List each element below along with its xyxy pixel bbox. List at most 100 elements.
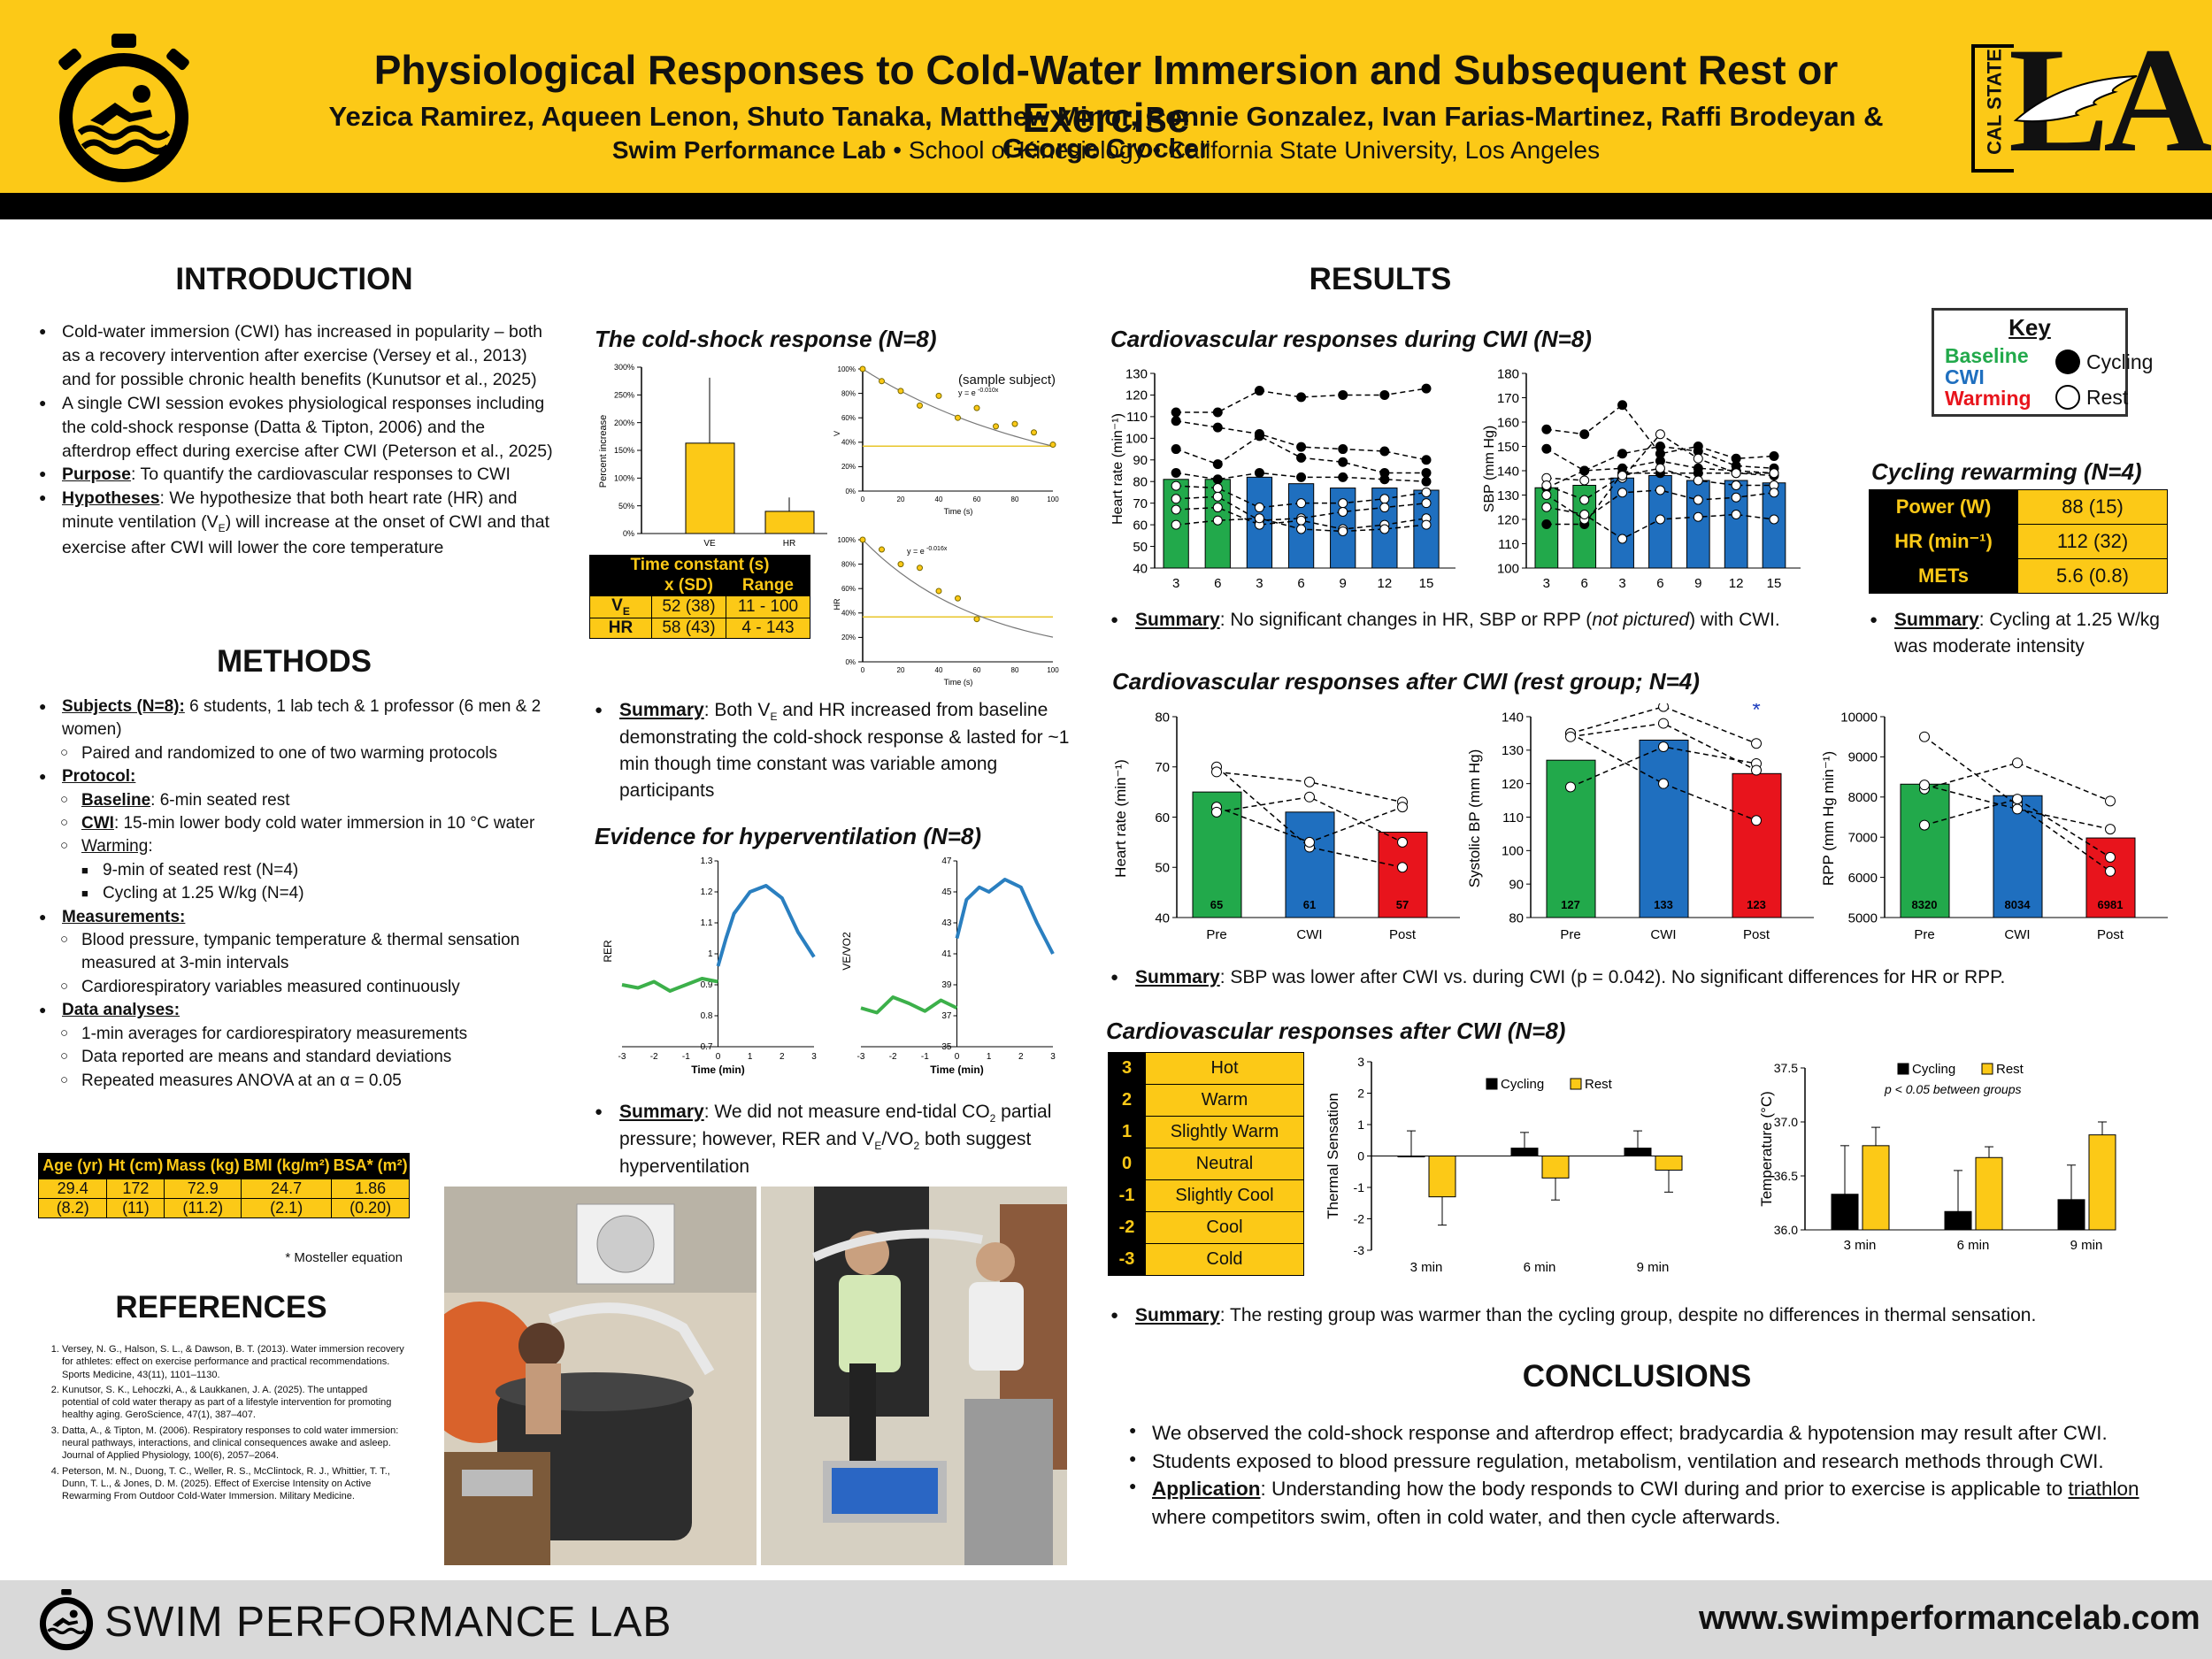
y-tick-label: 37.5 — [1774, 1061, 1798, 1075]
methods-item: Blood pressure, tympanic temperature & t… — [39, 929, 557, 976]
individual-point — [1919, 819, 1930, 831]
data-point — [859, 536, 866, 543]
bar — [1428, 1156, 1456, 1198]
demo-header: Age (yr) — [37, 1153, 108, 1179]
x-tick-label: 60 — [973, 495, 981, 503]
x-tick-label: 2 — [780, 1052, 785, 1062]
hr-during-cwi-chart: 40 50 60 70 80 90 100 110 120 130 Heart rate (min⁻… — [1110, 366, 1455, 591]
individual-point — [1655, 429, 1665, 440]
individual-point — [1655, 463, 1665, 473]
y-tick-label: 40 — [1155, 910, 1170, 926]
individual-point — [1338, 498, 1348, 509]
x-tick-label: 6 min — [1524, 1260, 1556, 1275]
demo-mean: 1.86 — [331, 1178, 410, 1199]
bar — [1397, 1156, 1425, 1157]
data-point — [897, 561, 904, 568]
individual-point — [2105, 824, 2116, 835]
individual-point — [1579, 495, 1590, 505]
data-point — [935, 588, 942, 595]
individual-point — [1693, 453, 1703, 464]
x-axis-label: Time (s) — [944, 678, 973, 687]
rest-rpp-chart: 5000 6000 7000 8000 9000 10000 RPP (mm Hg min⁻… — [1820, 710, 2168, 942]
individual-point — [2105, 851, 2116, 863]
y-tick-label: 41 — [941, 949, 952, 959]
x-tick-label: 0 — [716, 1052, 721, 1062]
individual-point — [1541, 480, 1552, 490]
y-tick-label: 1 — [708, 949, 713, 959]
individual-point — [1296, 452, 1307, 463]
x-tick-label: CWI — [1650, 927, 1676, 942]
rewarming-table: Power (W) 88 (15) HR (min⁻¹) 112 (32) METs… — [1869, 489, 2168, 594]
x-axis-label: Time (min) — [930, 1064, 983, 1076]
x-tick-label: 100 — [1047, 495, 1059, 503]
y-tick-label: 60% — [841, 414, 856, 422]
individual-point — [1254, 467, 1264, 478]
individual-point — [1579, 510, 1590, 519]
scale-row: -2 Cool — [1108, 1211, 1304, 1244]
x-tick-label: -3 — [857, 1052, 865, 1062]
equation-label: y = e — [907, 547, 925, 556]
individual-point — [1212, 483, 1223, 494]
scale-value: 2 — [1108, 1084, 1146, 1117]
x-tick-label: 12 — [1378, 576, 1393, 591]
tc-cell: 52 (38) — [651, 595, 726, 618]
rest-hr-chart: 40 50 60 70 80 Heart rate (min⁻¹) 65 Pre 61 CWI 57… — [1112, 710, 1460, 942]
rest-group-title: Cardiovascular responses after CWI (rest… — [1112, 668, 1700, 695]
bar — [1287, 483, 1315, 569]
x-tick-label: 20 — [897, 495, 905, 503]
individual-point — [1254, 513, 1264, 524]
cal-state-label: CAL STATE — [1983, 49, 2006, 155]
data-point — [935, 392, 942, 399]
y-tick-label: 36.0 — [1774, 1223, 1798, 1237]
scale-label: Slightly Cool — [1145, 1179, 1304, 1212]
scale-label: Cool — [1145, 1211, 1304, 1244]
x-tick-label: 3 — [1256, 576, 1263, 591]
y-tick-label: 140 — [1502, 710, 1524, 725]
data-point — [973, 616, 980, 623]
data-point — [1031, 429, 1037, 436]
methods-item: CWI: 15-min lower body cold water immers… — [39, 812, 557, 835]
individual-point — [1171, 444, 1181, 455]
individual-point — [1171, 467, 1181, 478]
individual-point — [1421, 487, 1432, 497]
rewarming-summary: Summary: Cycling at 1.25 W/kg was modera… — [1870, 607, 2170, 660]
y-tick-label: 1.3 — [701, 856, 713, 866]
individual-point — [1658, 718, 1669, 729]
demographics-table: Age (yr) Ht (cm) Mass (kg) BMI (kg/m²) B… — [37, 1153, 410, 1218]
references-heading: REFERENCES — [115, 1290, 327, 1325]
conclusion-item: Students exposed to blood pressure regul… — [1129, 1448, 2186, 1476]
x-axis-label: Time (s) — [944, 507, 973, 516]
individual-line — [1924, 798, 2111, 858]
individual-point — [1379, 474, 1390, 485]
y-tick-label: 50% — [618, 502, 634, 511]
individual-point — [2012, 794, 2023, 805]
scale-value: 3 — [1108, 1052, 1146, 1085]
individual-point — [1212, 503, 1223, 513]
y-axis-label: Heart rate (min⁻¹) — [1112, 759, 1129, 878]
intro-body: Cold-water immersion (CWI) has increased… — [39, 320, 557, 560]
individual-point — [1658, 778, 1669, 789]
cv-cwi-summary: Summary: No significant changes in HR, S… — [1110, 607, 1836, 634]
individual-point — [1655, 485, 1665, 495]
y-tick-label: 36.5 — [1774, 1169, 1798, 1183]
y-tick-label: 9000 — [1848, 750, 1878, 765]
x-tick-label: 15 — [1419, 576, 1434, 591]
y-tick-label: 6000 — [1848, 871, 1878, 886]
footer-url[interactable]: www.swimperformancelab.com — [1699, 1600, 2200, 1637]
bar — [1732, 772, 1782, 918]
methods-item: Cardiorespiratory variables measured con… — [39, 976, 557, 999]
rewarming-label: Power (W) — [1869, 489, 2018, 525]
x-tick-label: 6 — [1581, 576, 1588, 591]
individual-point — [1693, 475, 1703, 486]
y-tick-label: 50 — [1155, 861, 1170, 876]
individual-point — [1338, 389, 1348, 400]
demo-sd: (2.1) — [241, 1197, 333, 1218]
series-line — [860, 995, 958, 1015]
demo-note: * Mosteller equation — [285, 1250, 403, 1265]
header-banner: Physiological Responses to Cold-Water Im… — [0, 0, 2212, 219]
equation-label: y = e — [958, 388, 976, 397]
bar — [1510, 1148, 1539, 1156]
data-point — [879, 378, 885, 385]
individual-point — [1296, 515, 1307, 526]
x-tick-label: 3 min — [1410, 1260, 1443, 1275]
